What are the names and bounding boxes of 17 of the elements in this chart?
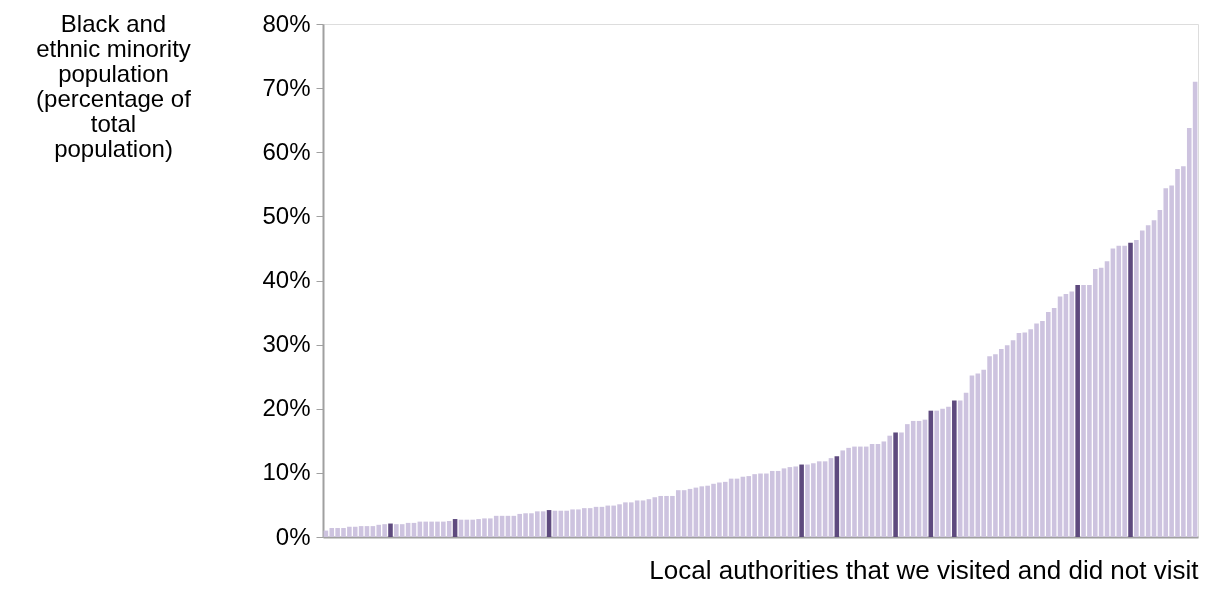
bar [1128, 242, 1133, 537]
bar [952, 400, 957, 537]
y-tick-label: 40% [262, 266, 311, 293]
bar [1075, 284, 1080, 537]
bar [799, 464, 804, 537]
y-tick-label: 20% [262, 394, 311, 422]
y-tick-label: 30% [262, 330, 311, 358]
y-tick-label: 60% [262, 137, 311, 165]
y-tick-label: 50% [262, 201, 311, 229]
bar [388, 523, 393, 537]
bar [893, 432, 898, 537]
y-tick-label: 0% [275, 522, 311, 550]
y-tick-label: 10% [262, 458, 311, 486]
x-axis-title: Local authorities that we visited and did not visit [649, 554, 1200, 585]
y-axis-title: Black and ethnic minority population (percentage of total population) [36, 9, 192, 162]
y-tick-label: 80% [262, 9, 311, 37]
y-tick-label: 70% [262, 73, 311, 101]
